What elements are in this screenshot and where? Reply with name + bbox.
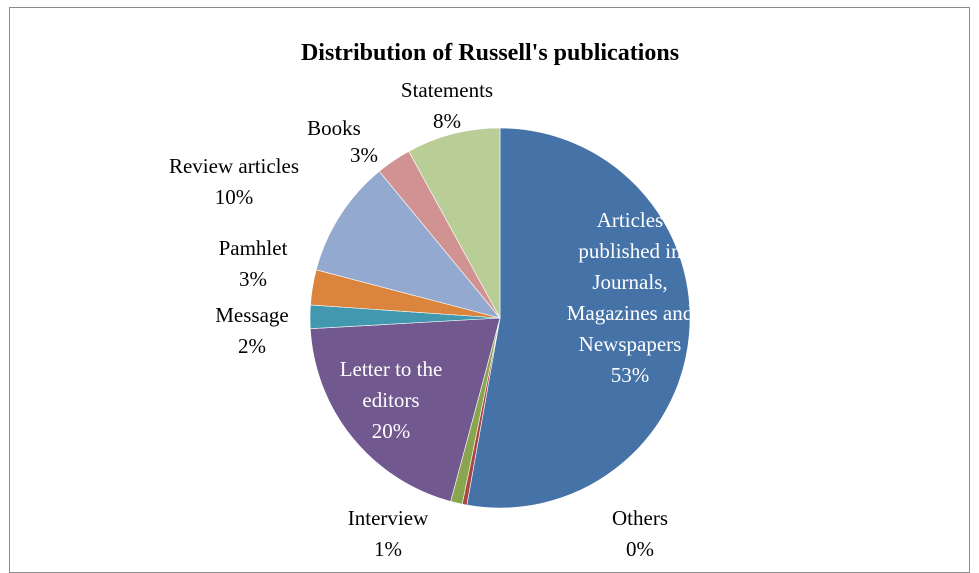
- pie-slice-review-articles: [315, 170, 501, 319]
- pie-label-interview: Interview 1%: [348, 506, 429, 561]
- pie-slice-letter-to-the-editors: [309, 317, 501, 502]
- pie-chart: Distribution of Russell's publications A…: [169, 40, 694, 561]
- pie-label-pamhlet: Pamhlet 3%: [219, 236, 288, 291]
- pie-labels: Articles published in Journals, Magazines a…: [169, 78, 694, 561]
- chart-frame: Distribution of Russell's publications A…: [9, 7, 970, 573]
- pie-slices: [309, 127, 691, 509]
- pie-slice-articles-published-in-journals-magazines-and-newspapers: [466, 127, 691, 509]
- pie-label-statements: Statements 8%: [401, 78, 493, 133]
- pie-label-books: Books 3%: [307, 116, 378, 167]
- pie-label-articles-published-in-journals-magazines-and-newspapers: Articles published in Journals, Magazines a…: [567, 208, 694, 387]
- pie-label-letter-to-the-editors: Letter to the editors 20%: [340, 357, 443, 443]
- pie-label-review-articles: Review articles 10%: [169, 154, 299, 209]
- pie-label-others: Others 0%: [612, 506, 668, 561]
- pie-label-message: Message 2%: [215, 303, 288, 358]
- pie-slice-statements: [408, 127, 501, 319]
- chart-title: Distribution of Russell's publications: [301, 40, 679, 66]
